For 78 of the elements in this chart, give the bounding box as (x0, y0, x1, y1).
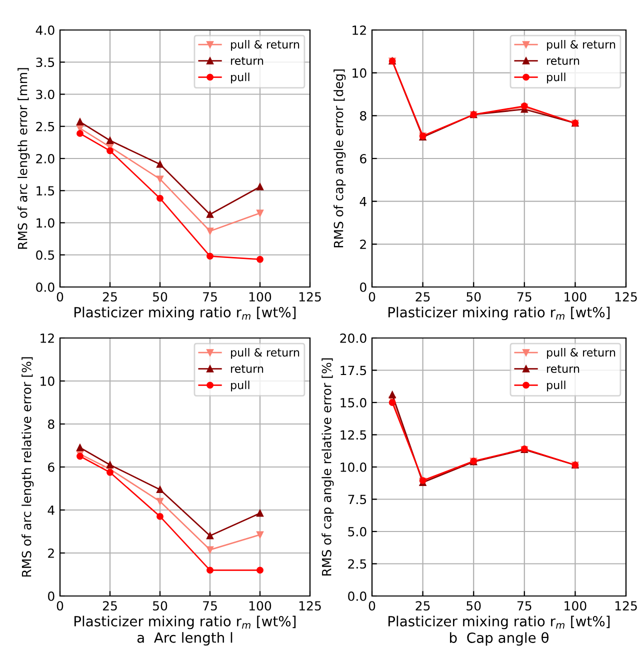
y-tick-label: 2.5 (36, 122, 54, 132)
y-tick-label: 15.0 (340, 398, 366, 408)
y-tick-label: 2.0 (36, 154, 54, 164)
y-tick-label: 2.5 (348, 559, 366, 569)
text: b Cap angle θ (450, 632, 549, 646)
y-tick-label: 4 (48, 506, 54, 515)
x-tick-label: 125 (615, 292, 637, 302)
legend-label: pull & return (547, 348, 616, 359)
x-tick-label: 50 (153, 292, 168, 302)
y-tick-label: 12 (352, 25, 366, 35)
y-tick-label: 12.5 (340, 430, 366, 440)
x-tick-label: 100 (564, 601, 586, 611)
x-tick-label: 50 (466, 292, 481, 302)
x-tick-label: 75 (517, 601, 532, 611)
y-tick-label: 3.0 (36, 90, 54, 100)
legend-label: pull (547, 72, 566, 84)
legend-label: return (547, 56, 580, 65)
legend-label: pull & return (547, 40, 616, 51)
y-tick-label: 0 (360, 282, 366, 292)
x-tick-label: 125 (299, 601, 321, 611)
x-tick-label: 0 (368, 601, 376, 611)
y-tick-label: 10.0 (340, 462, 366, 472)
y-tick-label: 5.0 (348, 526, 366, 536)
y-tick-label: 1.5 (36, 186, 54, 196)
y-tick-label: 12 (40, 333, 54, 343)
y-tick-label: 0 (48, 591, 54, 601)
y-axis-title: RMS of arc length error [mm] (18, 68, 30, 249)
legend-label: pull & return (231, 40, 300, 51)
y-tick-label: 0.5 (36, 250, 54, 260)
y-tick-label: 10 (352, 68, 366, 78)
y-tick-label: 8 (360, 111, 366, 121)
legend-label: return (547, 364, 580, 373)
x-tick-label: 100 (249, 292, 272, 302)
legend-label: return (231, 56, 264, 65)
y-tick-label: 1.0 (36, 218, 54, 228)
y-tick-label: 17.5 (340, 366, 366, 376)
y-tick-label: 10 (40, 376, 54, 386)
legend-label: return (231, 364, 264, 373)
y-tick-label: 2 (48, 548, 54, 558)
y-tick-label: 4.0 (36, 25, 54, 35)
x-axis-title: Plasticizer mixing ratio r$_{m}$ [wt%] (388, 616, 610, 630)
x-tick-label: 50 (153, 601, 168, 611)
y-tick-label: 4 (360, 196, 366, 206)
y-tick-label: 8 (48, 419, 54, 429)
y-tick-label: 6 (360, 154, 366, 164)
x-axis-title: Plasticizer mixing ratio r$_{m}$ [wt%] (388, 306, 610, 320)
x-axis-title: Plasticizer mixing ratio r$_{m}$ [wt%] (74, 306, 296, 320)
x-tick-label: 25 (416, 292, 430, 302)
y-tick-label: 6 (48, 462, 54, 472)
y-tick-label: 2 (360, 240, 366, 249)
x-tick-label: 25 (102, 601, 117, 611)
y-tick-label: 20.0 (340, 333, 366, 343)
text: a Arc length l (137, 632, 232, 646)
x-tick-label: 125 (615, 601, 637, 611)
y-tick-label: 3.5 (36, 58, 54, 68)
x-tick-label: 0 (56, 292, 64, 302)
x-tick-label: 50 (466, 601, 481, 611)
x-tick-label: 25 (416, 601, 430, 611)
legend-label: pull (231, 72, 250, 84)
x-tick-label: 0 (56, 601, 64, 611)
legend-label: pull (231, 380, 250, 392)
x-tick-label: 125 (299, 292, 321, 302)
y-tick-label: 0.0 (36, 282, 54, 292)
y-tick-label: 0.0 (348, 591, 366, 601)
x-tick-label: 75 (203, 601, 217, 611)
x-tick-label: 25 (102, 292, 117, 302)
x-tick-label: 0 (368, 292, 376, 302)
x-tick-label: 75 (517, 292, 532, 302)
x-tick-label: 75 (203, 292, 217, 302)
y-axis-title: RMS of cap angle relative error [%] (322, 358, 334, 576)
x-tick-label: 100 (249, 601, 272, 611)
x-tick-label: 100 (564, 292, 586, 302)
y-tick-label: 7.5 (348, 494, 366, 504)
y-axis-title: RMS of arc length relative error [%] (22, 357, 34, 577)
x-axis-title: Plasticizer mixing ratio r$_{m}$ [wt%] (74, 616, 296, 630)
legend-label: pull & return (231, 348, 300, 359)
legend-label: pull (547, 380, 566, 392)
y-axis-title: RMS of cap angle error [deg] (334, 70, 346, 248)
